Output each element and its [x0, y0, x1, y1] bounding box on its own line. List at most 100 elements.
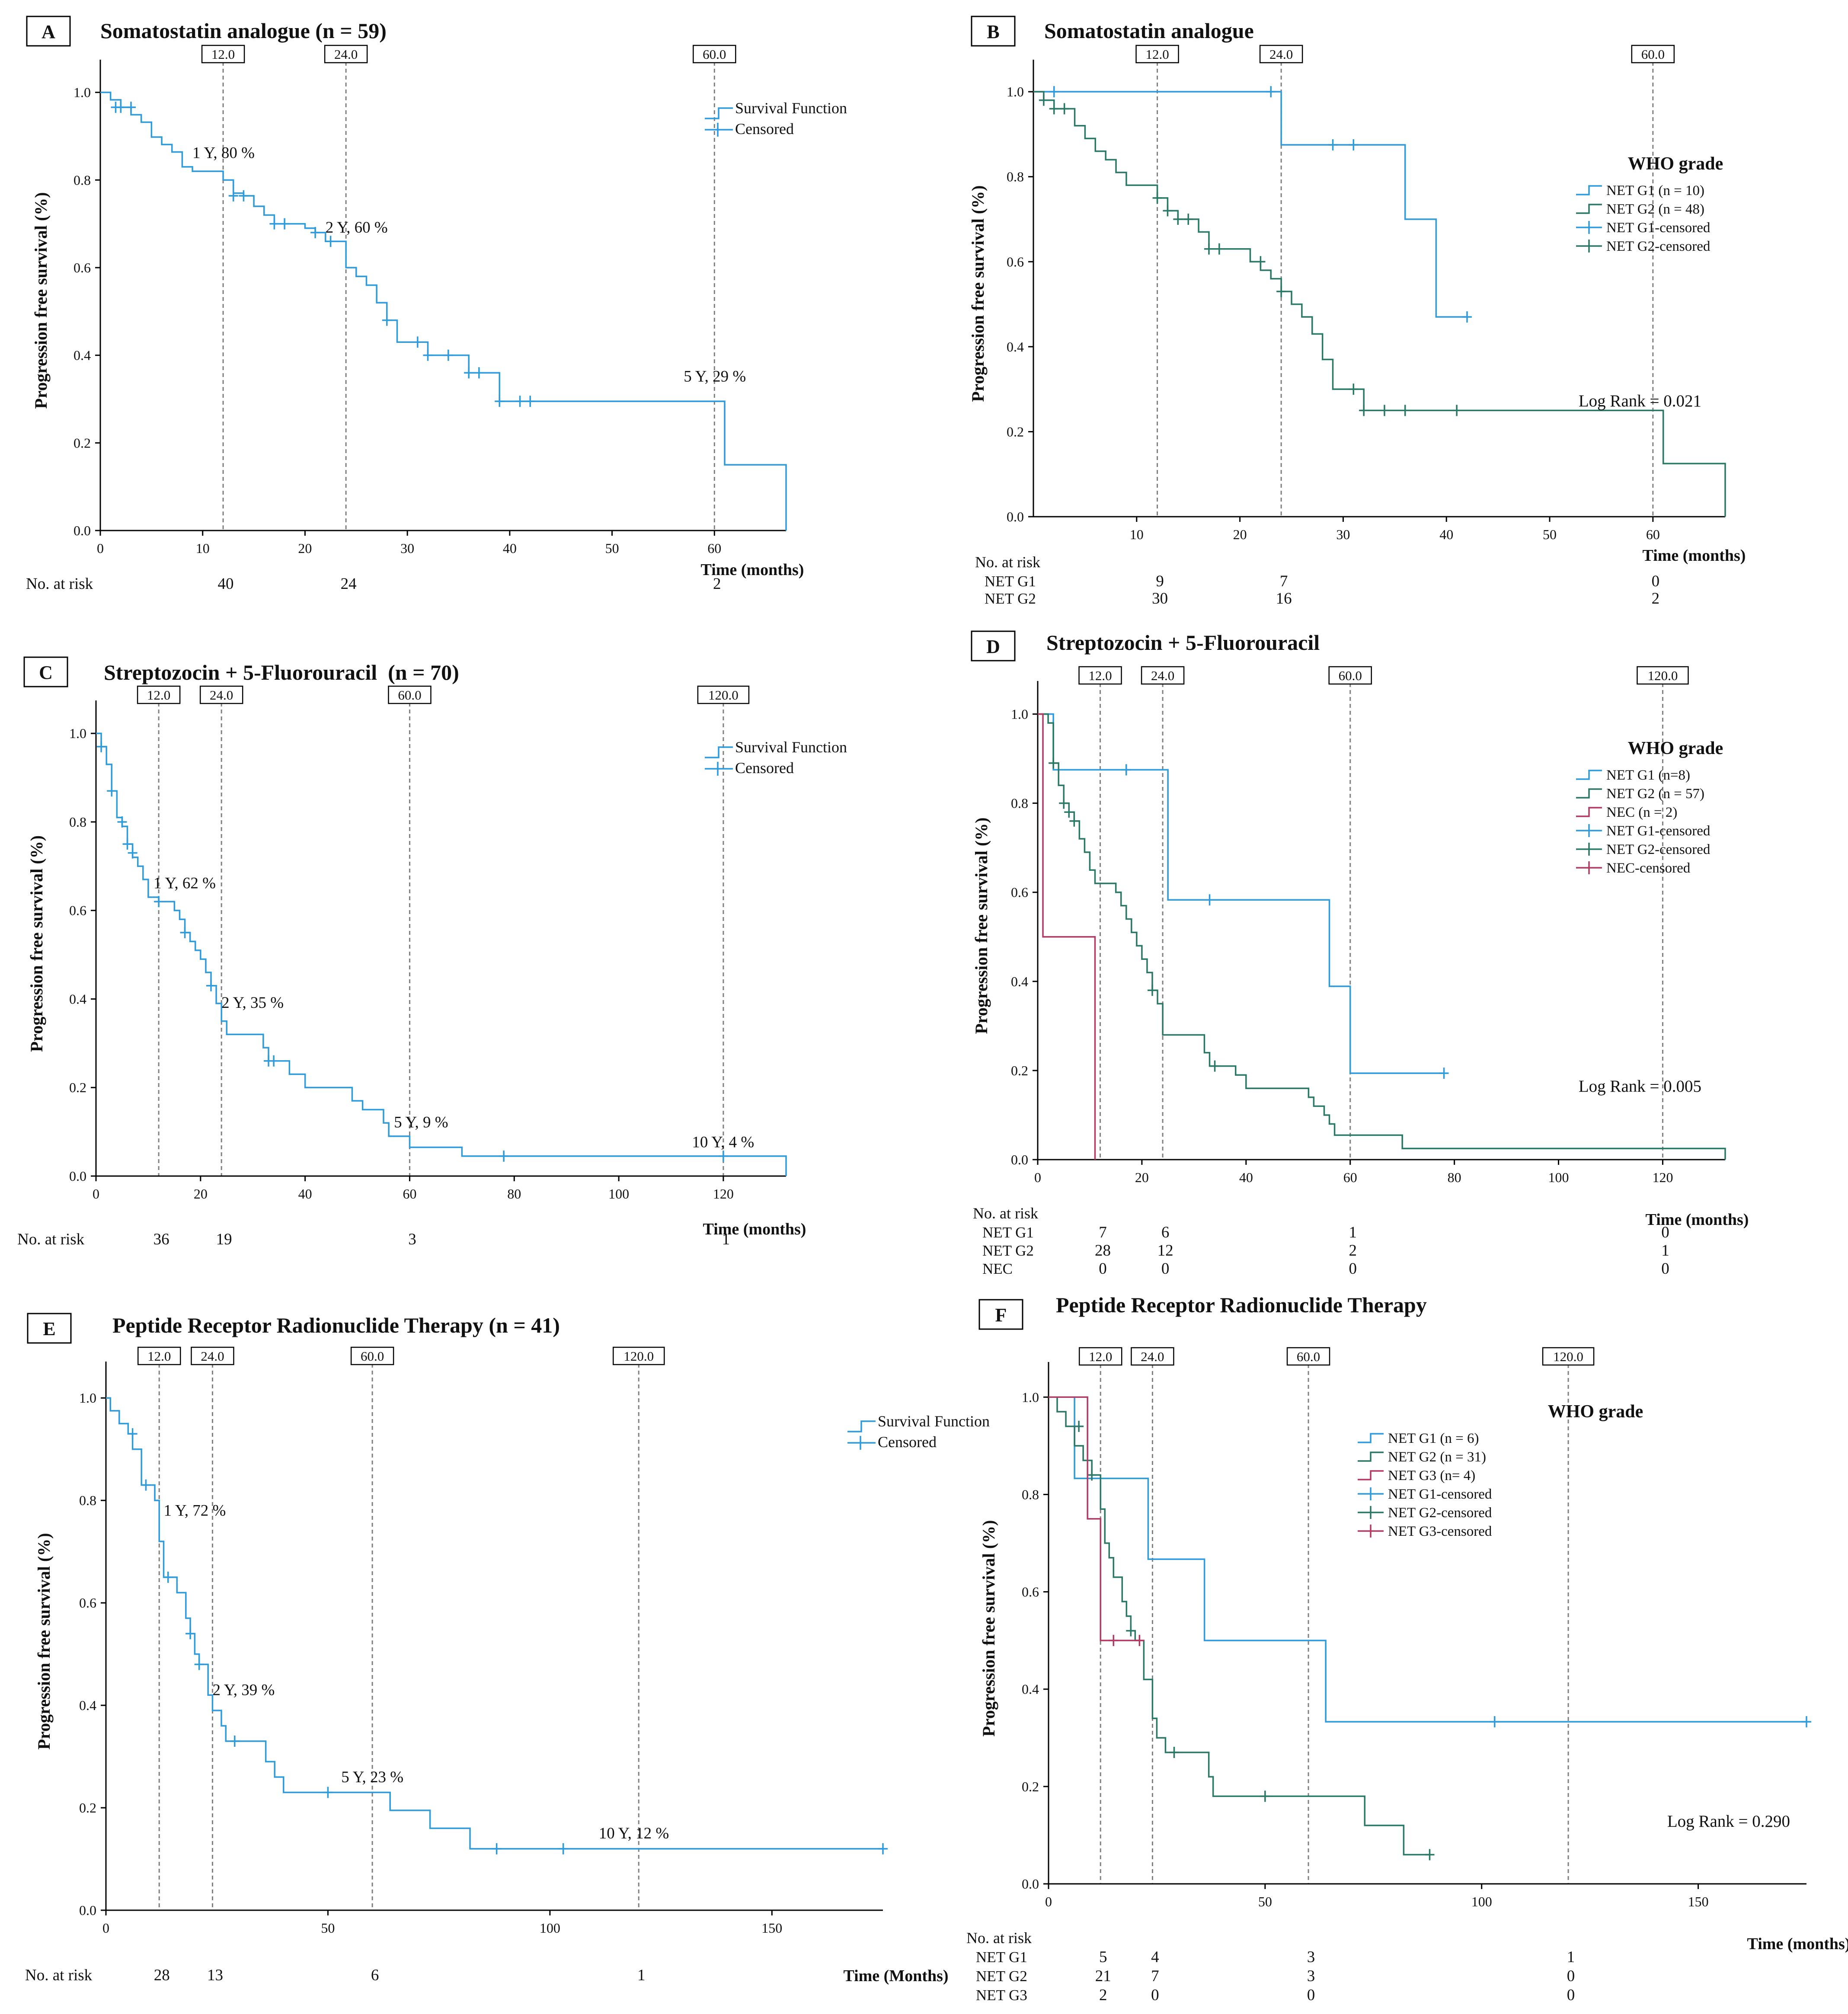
legend-censor-swatch: [705, 123, 733, 137]
legend-label: Survival Function: [878, 1413, 990, 1430]
censor-mark: [1059, 103, 1069, 115]
reference-label: 24.0: [334, 47, 358, 62]
censor-mark: [492, 1843, 502, 1854]
panel-badge: [978, 1299, 1023, 1330]
chart-title: Streptozocin + 5-Fluorouracil (n = 70): [104, 660, 459, 684]
legend-label: NET G2 (n = 57): [1606, 786, 1704, 802]
km-curve-net-g3-n-4-: [1049, 1396, 1140, 1641]
survival-annotation: 5 Y, 29 %: [684, 368, 746, 385]
censor-mark: [1205, 894, 1215, 906]
at-risk-value: 1: [637, 1966, 646, 1984]
censor-mark: [128, 847, 137, 859]
x-tick-label: 40: [1439, 527, 1453, 542]
censor-mark: [1266, 86, 1276, 98]
x-axis-title: Time (months): [1646, 1211, 1749, 1229]
y-tick-label: 0.8: [69, 814, 86, 830]
reference-label: 12.0: [1088, 668, 1112, 683]
censor-mark: [126, 102, 136, 113]
y-tick-label: 0.4: [1011, 974, 1028, 989]
censor-mark: [141, 1479, 151, 1491]
x-tick-label: 50: [1543, 527, 1557, 542]
censor-mark: [1169, 1747, 1179, 1758]
censor-mark: [1490, 1716, 1500, 1728]
survival-annotation: 5 Y, 23 %: [341, 1768, 403, 1786]
at-risk-value: 2: [1099, 1986, 1107, 2004]
x-axis-title: Time (months): [701, 561, 804, 579]
reference-label-box: [137, 685, 181, 704]
legend-step-swatch: [1576, 788, 1602, 799]
x-tick-label: 30: [1336, 527, 1350, 542]
y-tick-label: 0.0: [74, 523, 91, 538]
at-risk-heading: No. at risk: [966, 1929, 1032, 1947]
y-tick-label: 1.0: [1007, 84, 1024, 99]
y-tick-label: 1.0: [1022, 1389, 1039, 1405]
y-tick-label: 0.0: [1011, 1152, 1028, 1167]
censor-mark: [117, 816, 127, 828]
y-tick-label: 1.0: [69, 726, 86, 741]
x-tick-label: 60: [707, 540, 721, 556]
reference-label-box: [137, 1346, 181, 1365]
at-risk-value: 6: [1161, 1224, 1170, 1241]
y-tick-label: 0.6: [69, 903, 86, 918]
censor-mark: [96, 741, 106, 752]
x-tick-label: 60: [1343, 1170, 1357, 1185]
censor-mark: [1439, 1068, 1449, 1079]
legend-censor-swatch: [705, 762, 733, 776]
x-tick-label: 40: [503, 540, 517, 556]
y-tick-label: 0.8: [1011, 796, 1028, 811]
censor-mark: [116, 102, 126, 113]
legend-label: Censored: [735, 759, 794, 777]
survival-annotation: 10 Y, 4 %: [692, 1133, 754, 1151]
y-tick-label: 0.6: [1007, 254, 1024, 269]
reference-label: 120.0: [1553, 1349, 1583, 1364]
at-risk-value: 6: [371, 1966, 379, 1984]
panel-letter: D: [986, 636, 1000, 657]
y-tick-label: 0.4: [69, 991, 86, 1007]
panel-letter: E: [43, 1318, 55, 1339]
legend-censor-swatch: [1358, 1506, 1384, 1519]
censor-mark: [1379, 405, 1389, 416]
chart-title: Somatostatin analogue (n = 59): [100, 19, 387, 43]
at-risk-value: 2: [1652, 590, 1660, 607]
censor-mark: [495, 396, 505, 407]
reference-label: 12.0: [147, 1349, 171, 1364]
km-curve-survival-function: [100, 91, 787, 531]
censor-mark: [1109, 1635, 1119, 1646]
censor-mark: [1049, 103, 1059, 115]
censor-mark: [1256, 256, 1266, 268]
y-tick-label: 0.8: [74, 172, 91, 188]
at-risk-table: No. at risk 36 19 3 1: [17, 1231, 730, 1248]
at-risk-value: 19: [216, 1231, 232, 1248]
x-tick-label: 50: [605, 540, 619, 556]
censor-mark: [1148, 985, 1157, 996]
legend: Survival Function Censored: [847, 1413, 990, 1451]
at-risk-value: 0: [1349, 1260, 1357, 1278]
survival-annotation: 2 Y, 35 %: [221, 994, 284, 1012]
at-risk-value: 0: [1661, 1260, 1669, 1278]
km-curve-net-g1-n-8-: [1038, 713, 1444, 1074]
x-tick-label: 10: [1130, 527, 1144, 542]
reference-label: 24.0: [210, 687, 233, 703]
at-risk-row-label: NET G1: [985, 573, 1036, 590]
legend-label: NET G1-censored: [1606, 220, 1711, 236]
at-risk-value: 30: [1152, 590, 1168, 607]
panel-badge: [26, 16, 71, 47]
x-tick-label: 50: [321, 1920, 335, 1936]
legend: Survival Function Censored: [705, 738, 847, 777]
legend-label: NET G1 (n = 6): [1388, 1431, 1479, 1446]
y-tick-label: 0.4: [79, 1698, 96, 1713]
x-tick-label: 0: [93, 1186, 99, 1202]
y-tick-label: 0.4: [1022, 1682, 1039, 1697]
reference-label: 24.0: [1269, 47, 1293, 62]
x-tick-label: 20: [1135, 1170, 1149, 1185]
y-tick-label: 0.0: [1007, 509, 1024, 524]
y-tick-label: 0.4: [74, 348, 91, 363]
at-risk-value: 0: [1567, 1986, 1575, 2004]
y-tick-label: 0.8: [1022, 1487, 1039, 1502]
x-tick-label: 80: [1448, 1170, 1461, 1185]
at-risk-heading: No. at risk: [17, 1231, 85, 1248]
survival-annotation: 1 Y, 80 %: [192, 144, 255, 162]
legend-censor-swatch: [1358, 1487, 1384, 1500]
legend-censor-swatch: [1576, 240, 1602, 253]
